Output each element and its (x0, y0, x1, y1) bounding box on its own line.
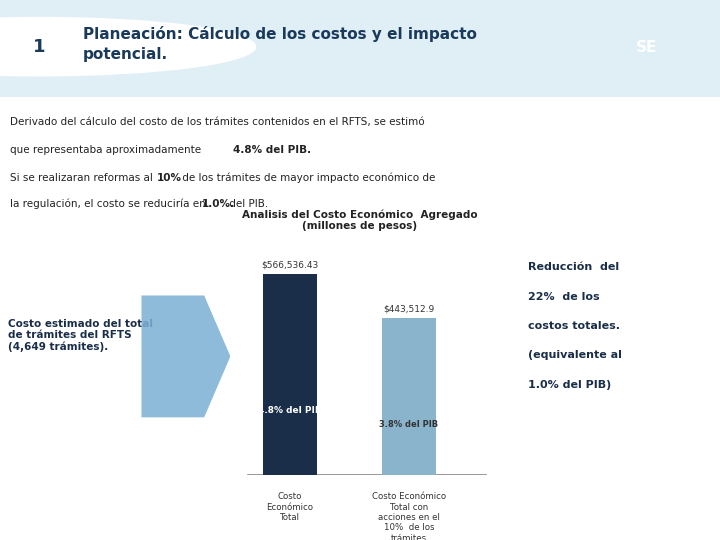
Text: 10%: 10% (157, 173, 182, 183)
Text: la regulación, el costo se reduciría en: la regulación, el costo se reduciría en (9, 199, 209, 209)
Text: Derivado del cálculo del costo de los trámites contenidos en el RFTS, se estimó: Derivado del cálculo del costo de los tr… (9, 117, 424, 127)
Text: $566,536.43: $566,536.43 (261, 261, 318, 270)
Text: 4.8% del PIB: 4.8% del PIB (258, 407, 322, 415)
Text: costos totales.: costos totales. (528, 321, 620, 331)
Text: 1.0%.: 1.0%. (202, 199, 235, 209)
Circle shape (0, 17, 256, 76)
Text: del PIB.: del PIB. (225, 199, 268, 209)
Text: de los trámites de mayor impacto económico de: de los trámites de mayor impacto económi… (179, 173, 435, 183)
Text: Costo estimado del total
de trámites del RFTS
(4,649 trámites).: Costo estimado del total de trámites del… (8, 319, 153, 353)
Text: Costo
Económico
Total: Costo Económico Total (266, 492, 313, 522)
Text: Planeación: Cálculo de los costos y el impacto
potencial.: Planeación: Cálculo de los costos y el i… (83, 26, 477, 62)
Text: 1.0% del PIB): 1.0% del PIB) (528, 380, 611, 390)
Text: SE: SE (636, 40, 657, 55)
Text: Reducción  del: Reducción del (528, 262, 619, 272)
Text: 1: 1 (33, 38, 46, 56)
Text: 3.8% del PIB: 3.8% del PIB (379, 420, 438, 429)
Text: (equivalente al: (equivalente al (528, 350, 622, 360)
Bar (382, 318, 436, 475)
Polygon shape (142, 295, 230, 417)
Text: 22%  de los: 22% de los (528, 292, 600, 302)
Text: 4.8% del PIB.: 4.8% del PIB. (233, 145, 311, 155)
Text: Costo Económico
Total con
acciones en el
10%  de los
trámites: Costo Económico Total con acciones en el… (372, 492, 446, 540)
Text: que representaba aproximadamente: que representaba aproximadamente (9, 145, 204, 155)
Text: $443,512.9: $443,512.9 (383, 305, 434, 314)
FancyBboxPatch shape (0, 0, 720, 97)
Bar (263, 274, 317, 475)
Text: Analisis del Costo Económico  Agregado
(millones de pesos): Analisis del Costo Económico Agregado (m… (242, 209, 478, 231)
Text: Si se realizaran reformas al: Si se realizaran reformas al (9, 173, 156, 183)
